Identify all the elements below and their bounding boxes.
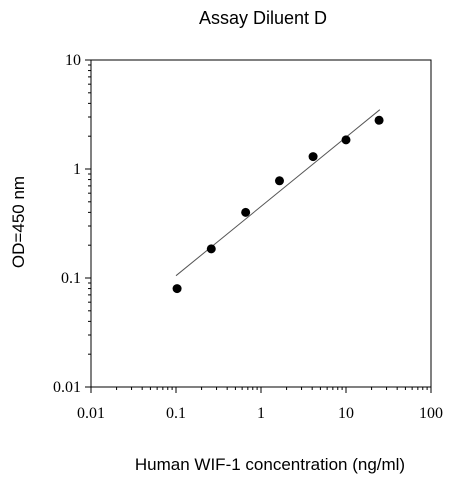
y-tick-label: 0.1 [61, 270, 81, 287]
data-points [172, 115, 384, 294]
fit-line-group [175, 109, 381, 277]
data-point [172, 284, 182, 294]
data-point [274, 176, 284, 186]
data-point [206, 244, 216, 254]
y-axis-label: OD=450 nm [9, 176, 28, 268]
x-tick-label: 10 [338, 405, 354, 422]
x-axis-label: Human WIF-1 concentration (ng/ml) [135, 455, 405, 474]
y-tick-label: 0.01 [53, 379, 81, 396]
x-tick-label: 1 [257, 405, 265, 422]
data-point [374, 115, 384, 125]
y-tick-label: 10 [65, 52, 81, 69]
data-point [308, 152, 318, 162]
chart-title: Assay Diluent D [199, 8, 327, 28]
x-axis: 0.01 0.1 1 10 100 [77, 387, 443, 422]
plot-area [90, 59, 432, 388]
y-axis: 0.01 0.1 1 10 [53, 52, 91, 396]
data-point [341, 135, 351, 145]
x-tick-label: 100 [419, 405, 443, 422]
x-tick-label: 0.01 [77, 405, 105, 422]
x-tick-label: 0.1 [166, 405, 186, 422]
data-point [241, 207, 251, 217]
y-tick-label: 1 [73, 161, 81, 178]
fit-line [175, 109, 381, 277]
